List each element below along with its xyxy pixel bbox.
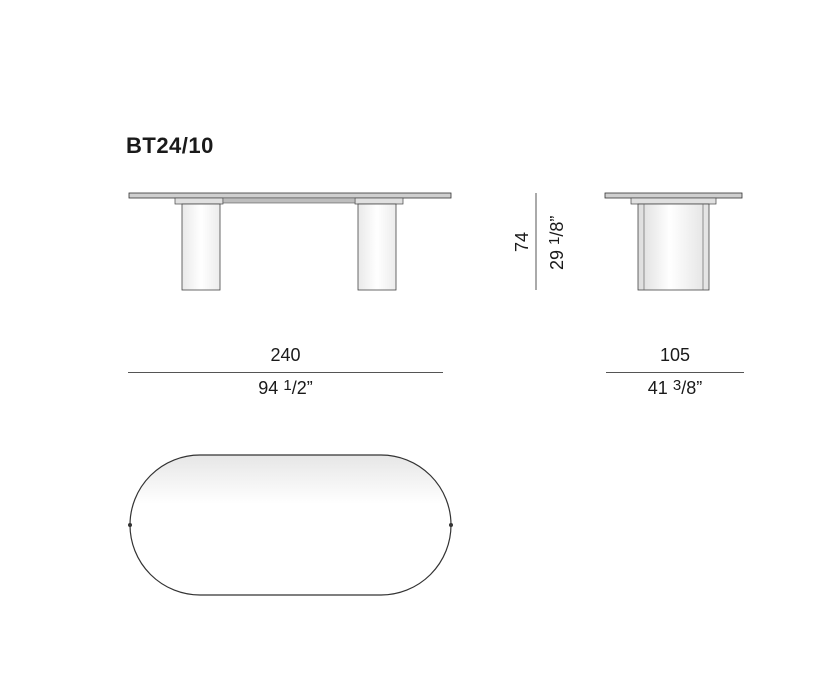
front-leg-cap-right	[354, 197, 404, 205]
height-cm: 74	[512, 231, 532, 252]
front-tabletop	[128, 192, 452, 199]
front-leg-left	[181, 203, 221, 291]
length-cm: 240	[270, 345, 301, 365]
width-cm: 105	[659, 345, 691, 365]
side-tabletop	[604, 192, 743, 199]
front-leg-right	[357, 203, 397, 291]
top-view	[128, 454, 453, 596]
front-view	[128, 192, 452, 291]
front-beam	[222, 197, 356, 204]
length-dimension-line	[128, 372, 443, 373]
front-leg-cap-left	[174, 197, 224, 205]
side-leg	[637, 203, 710, 291]
width-dimension-line	[606, 372, 744, 373]
model-code: BT24/10	[126, 133, 214, 158]
side-view	[604, 192, 743, 291]
plan-marker-right	[449, 523, 453, 527]
height-inches: 29 1/8”	[546, 215, 567, 270]
length-inches: 94 1/2”	[258, 377, 313, 398]
plan-marker-left	[128, 523, 132, 527]
side-leg-cap	[630, 197, 717, 205]
tabletop-outline	[129, 454, 452, 596]
width-inches: 41 3/8”	[647, 377, 703, 398]
